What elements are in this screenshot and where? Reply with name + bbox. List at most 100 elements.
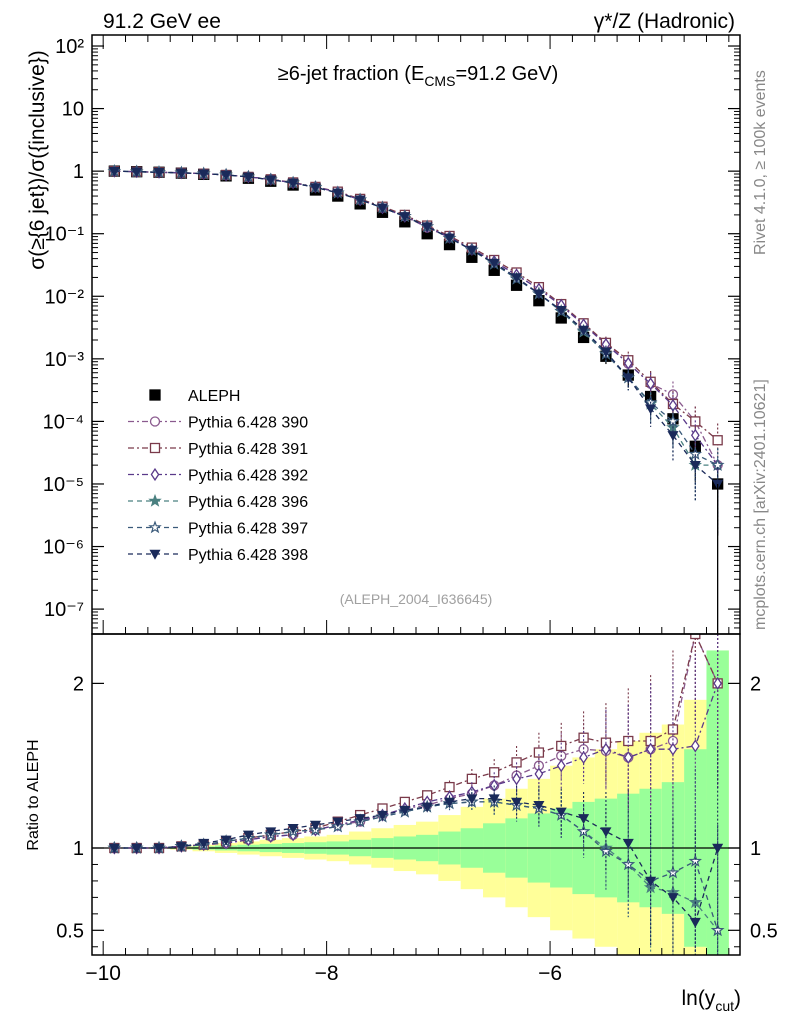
- y-tick-label: 1: [73, 161, 84, 183]
- ratio-point: [287, 824, 299, 834]
- ratio-point: [332, 817, 344, 828]
- ratio-y-tick-label: 0.5: [56, 920, 84, 942]
- legend-marker: [149, 442, 161, 454]
- series-line: [114, 170, 719, 485]
- data-point: [667, 431, 679, 442]
- legend-label: Pythia 6.428 390: [188, 415, 308, 432]
- legend-item: Pythia 6.428 397: [128, 520, 308, 538]
- ratio-point: [175, 842, 187, 853]
- ratio-point: [646, 742, 656, 756]
- ratio-point: [556, 740, 567, 752]
- ratio-point: [265, 827, 277, 838]
- y-tick-label: 10²: [55, 36, 84, 58]
- data-point: [399, 212, 411, 223]
- data-point: [712, 435, 723, 446]
- y-tick-label: 10⁻⁷: [44, 599, 84, 621]
- ratio-point: [600, 827, 612, 838]
- series-pythia-6-428-392: [109, 164, 723, 517]
- ratio-y-tick-label-right: 0.5: [750, 920, 778, 942]
- rivet-label: Rivet 4.1.0, ≥ 100k events: [752, 70, 769, 255]
- ratio-point: [354, 814, 366, 825]
- legend-label: Pythia 6.428 396: [188, 494, 308, 511]
- ratio-point: [488, 794, 500, 805]
- ratio-line: [114, 801, 719, 931]
- legend: ALEPH Pythia 6.428 390 Pythia 6.428 391 Pyt…: [128, 388, 308, 564]
- ratio-point: [578, 732, 589, 743]
- ratio-plot: [92, 634, 740, 955]
- legend-marker: [150, 467, 160, 482]
- ratio-point: [556, 759, 566, 773]
- ratio-point: [444, 781, 455, 793]
- axes: 10² 10 1 10⁻¹ 10⁻² 10⁻³ 10⁻⁴ 10⁻⁵ 10⁻⁶ 10⁻⁷ −10 −8 −…: [43, 34, 778, 985]
- legend-label: ALEPH: [188, 388, 240, 405]
- data-point: [646, 377, 656, 391]
- ratio-point: [466, 794, 478, 805]
- ratio-point: [645, 876, 657, 887]
- data-point: [600, 347, 612, 358]
- data-point: [220, 170, 232, 181]
- data-point: [511, 273, 523, 284]
- analysis-id: (ALEPH_2004_I636645): [340, 591, 493, 607]
- main-plot: [107, 163, 725, 634]
- series-pythia-6-428-390: [109, 165, 723, 517]
- ratio-point: [242, 830, 254, 841]
- ratio-point: [198, 838, 210, 849]
- legend-marker: [149, 416, 161, 427]
- ratio-point: [555, 807, 567, 818]
- ratio-point: [466, 773, 478, 785]
- legend-label: Pythia 6.428 397: [188, 521, 308, 538]
- plot-title: ≥6-jet fraction (ECMS=91.2 GeV): [278, 63, 559, 89]
- x-axis-label: ln(ycut): [681, 987, 741, 1014]
- ratio-point: [579, 750, 588, 765]
- ratio-y-tick-label-right: 2: [750, 673, 761, 695]
- legend-marker: [148, 520, 162, 534]
- y-tick-label: 10⁻⁵: [43, 474, 84, 496]
- data-point: [645, 404, 657, 415]
- legend-marker: [149, 549, 161, 560]
- y-tick-label: 10⁻¹: [45, 224, 85, 246]
- data-point: [443, 233, 456, 244]
- data-point: [688, 446, 703, 460]
- ratio-point: [668, 742, 678, 756]
- data-point: [623, 356, 633, 370]
- data-point: [198, 169, 210, 180]
- ratio-point: [667, 893, 679, 904]
- header-energy-label: 91.2 GeV ee: [103, 10, 221, 33]
- ratio-point: [220, 835, 232, 846]
- ratio-point: [108, 843, 120, 854]
- data-point: [242, 172, 254, 183]
- data-point: [668, 398, 678, 413]
- legend-label: Pythia 6.428 398: [188, 547, 308, 564]
- data-point: [287, 178, 299, 189]
- ratio-point: [153, 843, 165, 854]
- x-tick-label: −10: [85, 962, 121, 985]
- ratio-point: [578, 814, 590, 825]
- legend-item: Pythia 6.428 398: [128, 547, 308, 564]
- data-point: [466, 245, 478, 256]
- x-tick-label: −6: [538, 962, 562, 985]
- ratio-point: [712, 843, 724, 854]
- ratio-series-pythia-6-428-398: [108, 742, 724, 955]
- data-point: [108, 166, 120, 177]
- ratio-point: [533, 800, 545, 811]
- legend-label: Pythia 6.428 391: [188, 441, 308, 458]
- ratio-point: [399, 805, 411, 816]
- data-point: [265, 175, 277, 186]
- legend-item: Pythia 6.428 396: [128, 493, 308, 511]
- ratio-line: [114, 683, 719, 849]
- ratio-point: [533, 747, 545, 758]
- main-frame: [91, 34, 741, 635]
- legend-item: Pythia 6.428 392: [128, 468, 308, 485]
- series-pythia-6-428-397: [107, 163, 725, 517]
- data-point: [175, 168, 187, 179]
- y-tick-label: 10⁻⁶: [43, 537, 84, 559]
- legend-item: Pythia 6.428 390: [128, 415, 308, 432]
- ratio-point: [421, 802, 433, 813]
- data-point: [578, 325, 590, 336]
- data-point: [332, 188, 344, 199]
- ratio-point: [667, 724, 679, 735]
- data-point: [309, 183, 321, 194]
- x-tick-label: −8: [315, 962, 339, 985]
- ratio-point: [690, 739, 700, 753]
